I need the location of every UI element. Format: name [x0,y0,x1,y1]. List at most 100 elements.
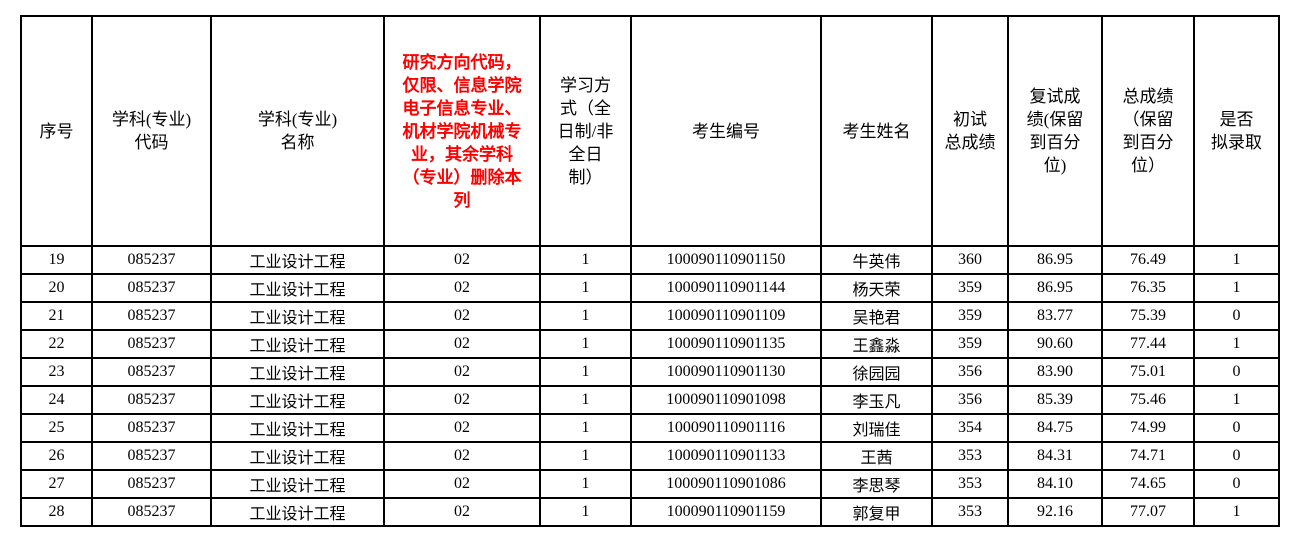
cell-total-score: 74.65 [1101,469,1195,499]
cell-candidate-id: 100090110901135 [630,329,822,359]
cell-seq: 25 [20,413,93,443]
column-header-retest-score: 复试成 绩(保留 到百分 位) [1007,15,1103,247]
cell-subject-name: 工业设计工程 [210,469,385,499]
cell-candidate-name: 吴艳君 [820,301,933,331]
cell-admitted: 0 [1193,413,1280,443]
column-header-candidate-id: 考生编号 [630,15,822,247]
cell-retest-score: 84.31 [1007,441,1103,471]
cell-retest-score: 86.95 [1007,273,1103,303]
cell-study-mode: 1 [539,329,632,359]
cell-total-score: 74.71 [1101,441,1195,471]
table-row: 25 085237 工业设计工程 02 1 100090110901116 刘瑞佳 354 84… [20,413,1280,443]
cell-study-mode: 1 [539,245,632,275]
cell-candidate-id: 100090110901130 [630,357,822,387]
table-row: 22 085237 工业设计工程 02 1 100090110901135 王鑫淼 359 90… [20,329,1280,359]
cell-retest-score: 83.77 [1007,301,1103,331]
cell-subject-name: 工业设计工程 [210,245,385,275]
cell-subject-name: 工业设计工程 [210,301,385,331]
cell-total-score: 74.99 [1101,413,1195,443]
cell-seq: 24 [20,385,93,415]
cell-subject-code: 085237 [91,441,212,471]
cell-study-mode: 1 [539,301,632,331]
table-row: 28 085237 工业设计工程 02 1 100090110901159 郭复甲 353 92… [20,497,1280,527]
cell-subject-name: 工业设计工程 [210,497,385,527]
cell-study-mode: 1 [539,441,632,471]
cell-candidate-id: 100090110901133 [630,441,822,471]
cell-admitted: 1 [1193,245,1280,275]
cell-candidate-id: 100090110901116 [630,413,822,443]
cell-retest-score: 85.39 [1007,385,1103,415]
cell-study-mode: 1 [539,413,632,443]
cell-subject-name: 工业设计工程 [210,357,385,387]
cell-research-direction-note: 02 [383,357,541,387]
table-header: 序号 学科(专业) 代码 学科(专业) 名称 研究方向代码， 仅限、信息学院 电子信息… [20,15,1280,247]
cell-candidate-name: 李玉凡 [820,385,933,415]
cell-candidate-name: 牛英伟 [820,245,933,275]
cell-subject-name: 工业设计工程 [210,413,385,443]
cell-candidate-name: 王茜 [820,441,933,471]
cell-subject-code: 085237 [91,385,212,415]
cell-retest-score: 86.95 [1007,245,1103,275]
cell-retest-score: 90.60 [1007,329,1103,359]
cell-initial-score: 353 [931,469,1009,499]
cell-subject-name: 工业设计工程 [210,385,385,415]
cell-study-mode: 1 [539,497,632,527]
table-row: 23 085237 工业设计工程 02 1 100090110901130 徐园园 356 83… [20,357,1280,387]
cell-total-score: 77.07 [1101,497,1195,527]
cell-total-score: 75.01 [1101,357,1195,387]
table-row: 24 085237 工业设计工程 02 1 100090110901098 李玉凡 356 85… [20,385,1280,415]
column-header-subject-code: 学科(专业) 代码 [91,15,212,247]
cell-subject-code: 085237 [91,497,212,527]
cell-research-direction-note: 02 [383,497,541,527]
table-row: 27 085237 工业设计工程 02 1 100090110901086 李思琴 353 84… [20,469,1280,499]
column-header-study-mode: 学习方 式（全 日制/非 全日 制） [539,15,632,247]
cell-candidate-name: 郭复甲 [820,497,933,527]
cell-research-direction-note: 02 [383,469,541,499]
cell-research-direction-note: 02 [383,301,541,331]
cell-candidate-name: 李思琴 [820,469,933,499]
cell-initial-score: 353 [931,441,1009,471]
cell-subject-name: 工业设计工程 [210,441,385,471]
cell-candidate-id: 100090110901150 [630,245,822,275]
cell-admitted: 1 [1193,273,1280,303]
cell-study-mode: 1 [539,273,632,303]
cell-seq: 22 [20,329,93,359]
cell-subject-code: 085237 [91,329,212,359]
cell-subject-name: 工业设计工程 [210,273,385,303]
cell-candidate-name: 刘瑞佳 [820,413,933,443]
cell-admitted: 0 [1193,357,1280,387]
table-row: 21 085237 工业设计工程 02 1 100090110901109 吴艳君 359 83… [20,301,1280,331]
cell-admitted: 1 [1193,329,1280,359]
cell-initial-score: 354 [931,413,1009,443]
table-row: 19 085237 工业设计工程 02 1 100090110901150 牛英伟 360 86… [20,245,1280,275]
cell-retest-score: 83.90 [1007,357,1103,387]
cell-initial-score: 356 [931,357,1009,387]
cell-study-mode: 1 [539,469,632,499]
table-row: 26 085237 工业设计工程 02 1 100090110901133 王茜 353 84.… [20,441,1280,471]
cell-initial-score: 359 [931,329,1009,359]
cell-seq: 21 [20,301,93,331]
cell-subject-code: 085237 [91,273,212,303]
cell-subject-code: 085237 [91,357,212,387]
cell-admitted: 0 [1193,441,1280,471]
cell-seq: 19 [20,245,93,275]
cell-admitted: 0 [1193,301,1280,331]
cell-seq: 20 [20,273,93,303]
cell-admitted: 0 [1193,469,1280,499]
cell-candidate-id: 100090110901086 [630,469,822,499]
cell-initial-score: 359 [931,273,1009,303]
cell-candidate-name: 徐园园 [820,357,933,387]
cell-total-score: 76.35 [1101,273,1195,303]
table-row: 20 085237 工业设计工程 02 1 100090110901144 杨天荣 359 86… [20,273,1280,303]
cell-research-direction-note: 02 [383,441,541,471]
cell-seq: 23 [20,357,93,387]
cell-research-direction-note: 02 [383,273,541,303]
cell-initial-score: 360 [931,245,1009,275]
cell-research-direction-note: 02 [383,385,541,415]
cell-study-mode: 1 [539,385,632,415]
column-header-subject-name: 学科(专业) 名称 [210,15,385,247]
cell-subject-code: 085237 [91,245,212,275]
cell-candidate-id: 100090110901159 [630,497,822,527]
cell-seq: 26 [20,441,93,471]
cell-research-direction-note: 02 [383,413,541,443]
